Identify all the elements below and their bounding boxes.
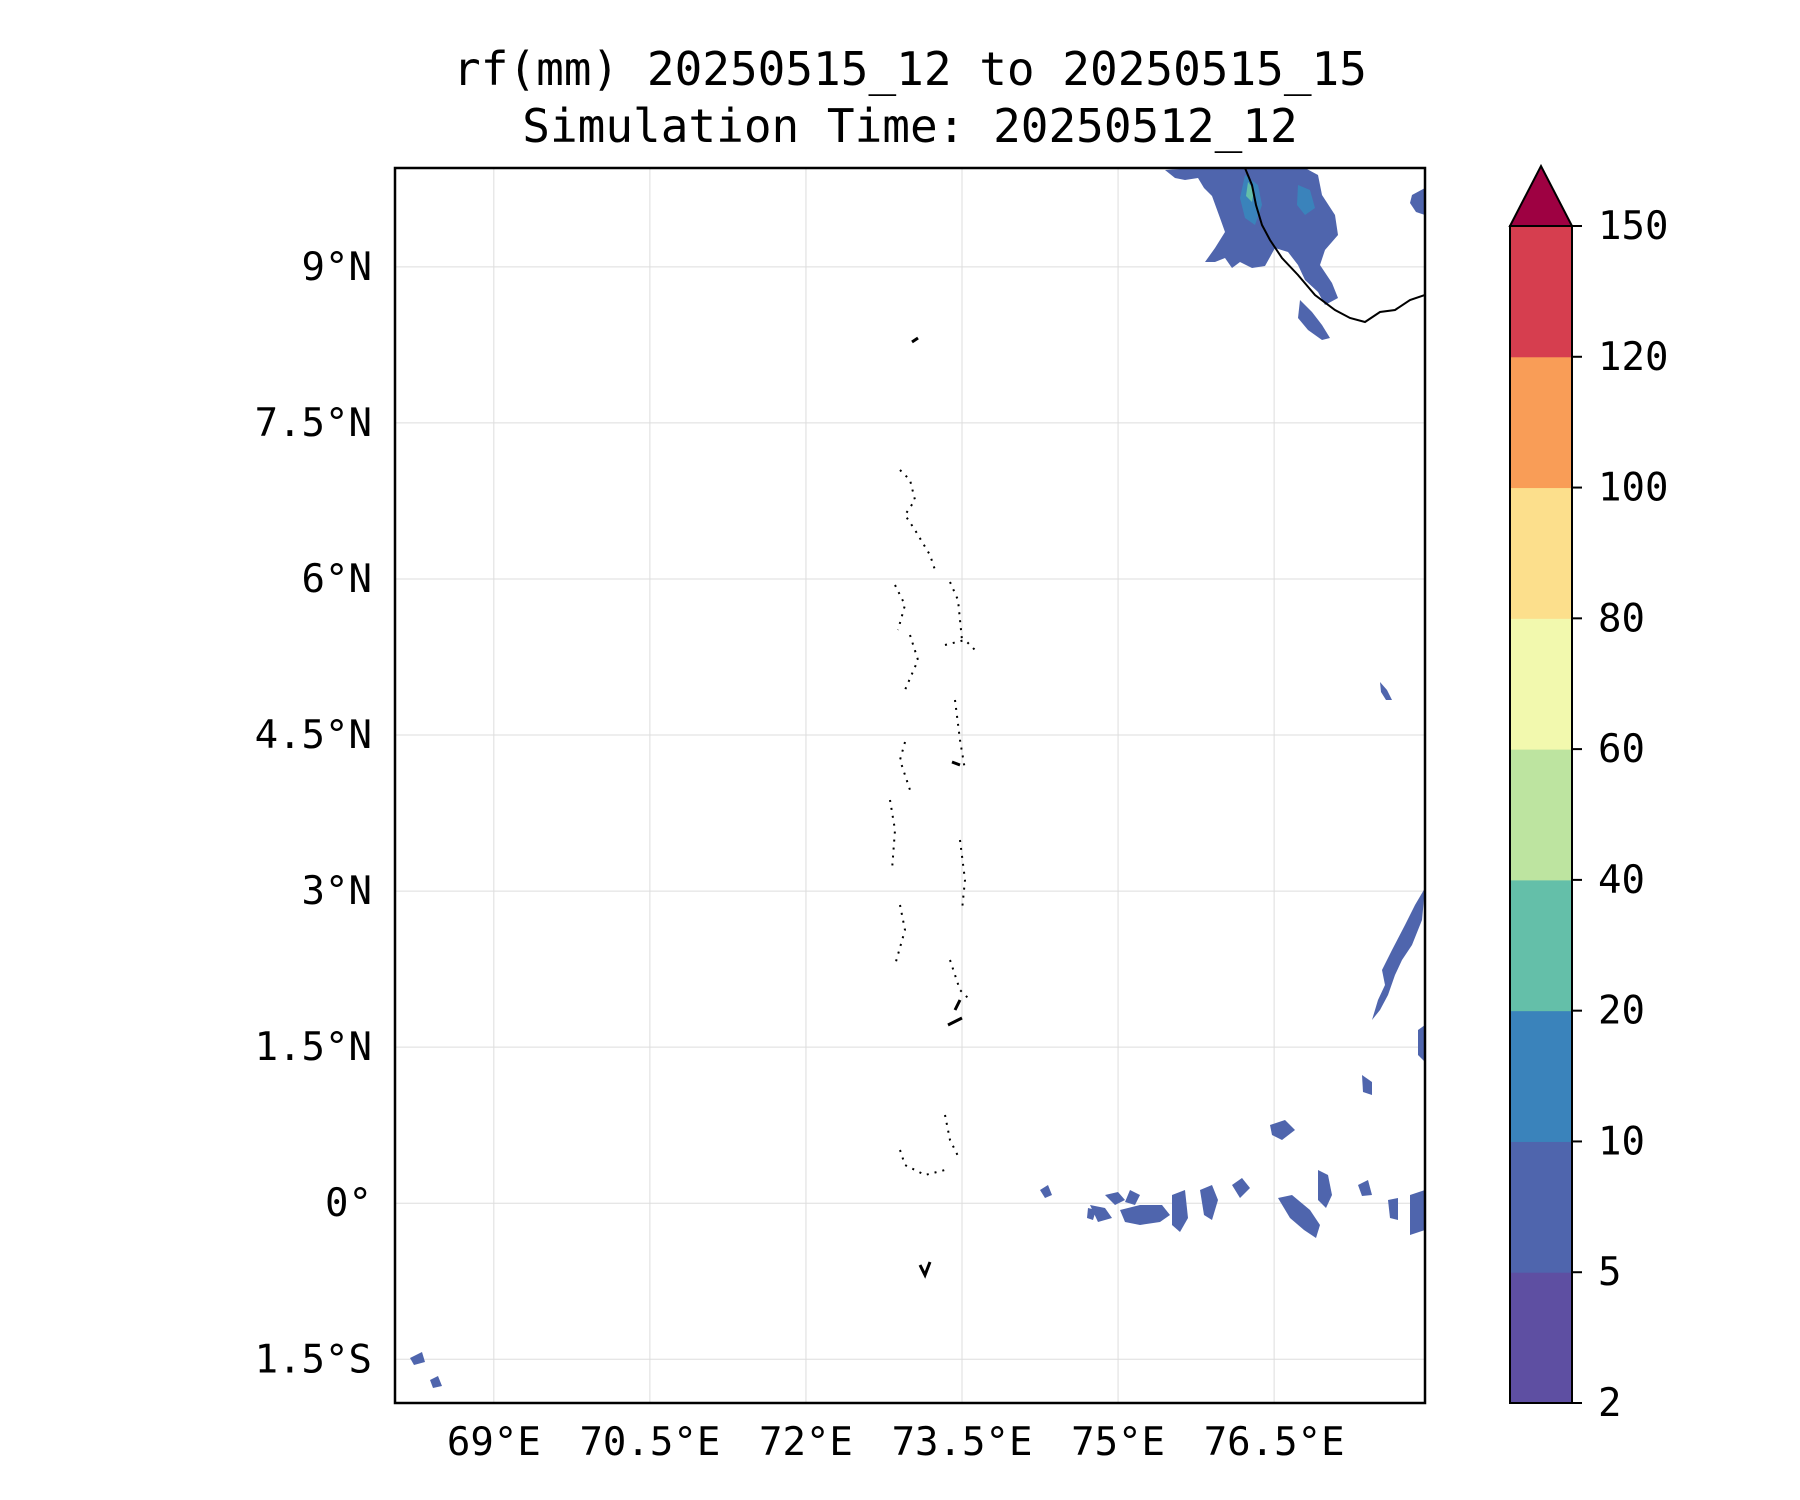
colorbar-tick-label: 100	[1598, 466, 1668, 511]
lon-tick-label: 75°E	[1071, 1420, 1165, 1465]
rainfall-area-east-small	[1380, 682, 1392, 700]
colorbar-segment	[1510, 1010, 1572, 1142]
rainfall-area-india-coast-core	[1246, 182, 1254, 202]
rainfall-area-equator-13	[1270, 1120, 1295, 1140]
colorbar-tick-label: 60	[1598, 727, 1645, 772]
rainfall-area-india-coast-inner-2	[1297, 185, 1315, 215]
rainfall-area-equator-14	[1040, 1185, 1052, 1198]
rainfall-area-equator-1	[1105, 1192, 1125, 1205]
lat-tick-label: 9°N	[302, 245, 372, 290]
rainfall-area-equator-10	[1358, 1180, 1372, 1196]
rainfall-areas	[410, 168, 1425, 1388]
colorbar: 2 5 10 20 40 60 80 100 120 150	[1508, 163, 1668, 1426]
longitude-ticks: 69°E 70.5°E 72°E 73.5°E 75°E 76.5°E	[447, 1420, 1345, 1465]
colorbar-tick-label: 10	[1598, 1119, 1645, 1164]
lat-tick-label: 7.5°N	[255, 401, 372, 446]
colorbar-segment	[1510, 1272, 1572, 1404]
colorbar-extend-arrow	[1508, 163, 1574, 227]
rainfall-area-india-east-edge	[1410, 188, 1425, 215]
lon-tick-label: 70.5°E	[579, 1420, 720, 1465]
rainfall-area-southwest-2	[430, 1376, 442, 1388]
rainfall-area-equator-9	[1318, 1170, 1332, 1208]
lat-tick-label: 1.5°S	[255, 1337, 372, 1382]
lon-tick-label: 76.5°E	[1204, 1420, 1345, 1465]
colorbar-tick-label: 150	[1598, 204, 1668, 249]
lat-tick-label: 4.5°N	[255, 713, 372, 758]
colorbar-tick-label: 40	[1598, 858, 1645, 903]
lon-tick-label: 73.5°E	[892, 1420, 1033, 1465]
colorbar-tick-label: 80	[1598, 596, 1645, 641]
map-content	[410, 168, 1425, 1388]
rainfall-area-equator-15	[1087, 1208, 1096, 1220]
colorbar-segment	[1510, 487, 1572, 619]
colorbar-segment	[1510, 356, 1572, 489]
map-frame	[393, 166, 1427, 1405]
colorbar-tick-label: 2	[1598, 1381, 1621, 1426]
rainfall-area-equator-2	[1125, 1190, 1140, 1205]
lat-tick-label: 6°N	[302, 557, 372, 602]
map-subtitle: Simulation Time: 20250512_12	[522, 99, 1298, 153]
rainfall-area-india-coast	[1165, 168, 1338, 305]
latitude-ticks: 9°N 7.5°N 6°N 4.5°N 3°N 1.5°N 0° 1.5°S	[255, 245, 372, 1382]
rainfall-area-equator-8	[1278, 1195, 1320, 1238]
map-gridlines	[395, 168, 1425, 1403]
colorbar-frame	[1509, 225, 1573, 1404]
rainfall-area-equator-3	[1090, 1205, 1112, 1222]
lat-tick-label: 1.5°N	[255, 1025, 372, 1070]
colorbar-tick-label: 5	[1598, 1250, 1621, 1295]
colorbar-segment	[1510, 226, 1572, 358]
colorbar-segment	[1510, 879, 1572, 1012]
maldives-islands	[889, 469, 976, 1177]
rainfall-area-equator-4	[1120, 1205, 1170, 1225]
rainfall-area-east-band	[1372, 888, 1425, 1020]
colorbar-segment	[1510, 749, 1572, 881]
india-coastline	[1244, 168, 1425, 324]
maldives-atolls	[911, 336, 963, 1279]
rainfall-area-equator-12	[1388, 1198, 1398, 1220]
lat-tick-label: 0°	[325, 1181, 372, 1226]
colorbar-tick-label: 120	[1598, 335, 1668, 380]
rainfall-area-india-coast-south	[1298, 300, 1330, 340]
colorbar-segment	[1510, 618, 1572, 750]
rainfall-area-southwest-1	[410, 1352, 425, 1365]
lat-tick-label: 3°N	[302, 869, 372, 914]
lon-tick-label: 69°E	[447, 1420, 541, 1465]
rainfall-area-equator-11	[1410, 1190, 1425, 1235]
colorbar-segment	[1510, 1141, 1572, 1273]
rainfall-area-equator-5	[1172, 1190, 1188, 1232]
coastlines	[889, 168, 1425, 1279]
lon-tick-label: 72°E	[759, 1420, 853, 1465]
colorbar-tick-label: 20	[1598, 989, 1645, 1034]
rainfall-area-equator-6	[1200, 1185, 1218, 1220]
rainfall-area-equator-7	[1232, 1178, 1250, 1198]
rainfall-area-east-blob	[1362, 1075, 1372, 1095]
map-title: rf(mm) 20250515_12 to 20250515_15	[453, 42, 1367, 96]
rainfall-area-east-edge	[1418, 1025, 1425, 1062]
